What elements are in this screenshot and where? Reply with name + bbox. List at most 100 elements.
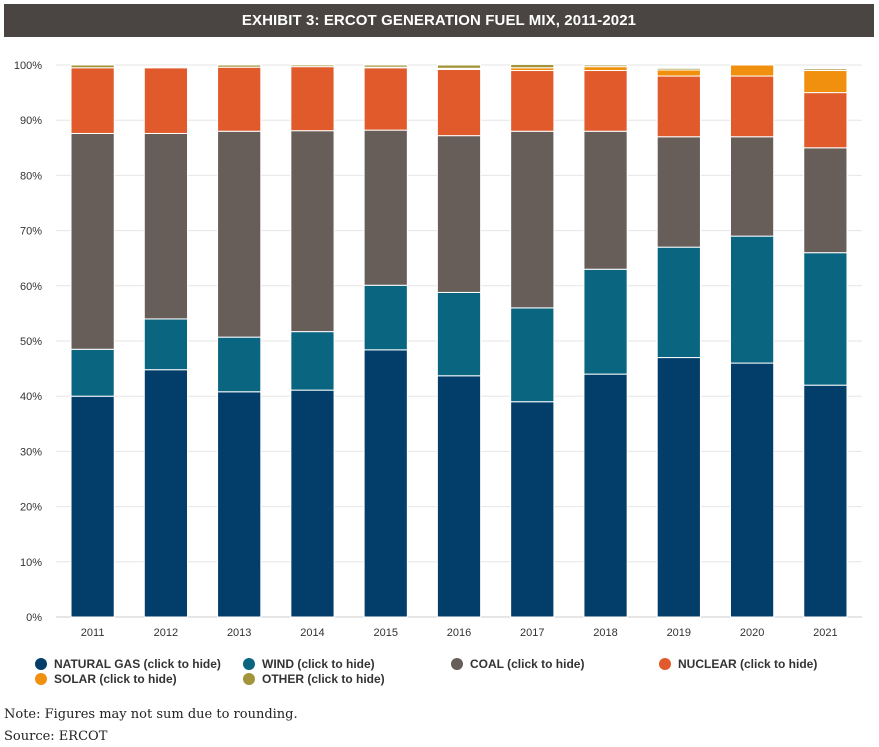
x-axis-ticks: 2011 2012 2013 2014 2015 2016 2017 2018 2019 2020… — [81, 627, 838, 639]
bar-segment-other-2015[interactable] — [363, 64, 408, 68]
bar-segment-nuclear-2012[interactable] — [143, 67, 189, 134]
natural-gas-dot-icon — [35, 658, 47, 670]
bar-segment-other-2016[interactable] — [436, 64, 482, 69]
y-tick-label: 80% — [20, 170, 42, 182]
stacked-bar-chart: 0%10%20%30%40%50%60%70%80%90%100% 2011 20… — [14, 60, 862, 639]
x-tick-label: 2019 — [667, 627, 691, 639]
source-note: Source: ERCOT — [4, 729, 108, 744]
bar-segment-nuclear-2021[interactable] — [803, 92, 848, 149]
bar-segment-coal-2018[interactable] — [583, 130, 628, 270]
bar-segment-natural-gas-2021[interactable] — [803, 384, 848, 618]
y-tick-label: 30% — [20, 446, 42, 458]
bar-segment-wind-2013[interactable] — [217, 336, 262, 393]
legend-label: NUCLEAR (click to hide) — [678, 657, 818, 671]
bar-segment-coal-2020[interactable] — [729, 136, 775, 237]
bar-segment-other-2019[interactable] — [656, 67, 701, 71]
bar-segment-nuclear-2019[interactable] — [656, 75, 701, 138]
bar-segment-natural-gas-2012[interactable] — [143, 369, 189, 618]
bar-segment-other-2018[interactable] — [583, 64, 628, 68]
bar-segment-wind-2021[interactable] — [803, 252, 848, 386]
bar-segment-wind-2014[interactable] — [290, 331, 335, 391]
legend-item-natural-gas[interactable]: NATURAL GAS (click to hide) — [35, 657, 221, 671]
bar-segment-nuclear-2018[interactable] — [583, 70, 628, 132]
bar-segment-nuclear-2013[interactable] — [217, 66, 262, 132]
legend-item-nuclear[interactable]: NUCLEAR (click to hide) — [659, 657, 817, 671]
y-tick-label: 70% — [20, 226, 42, 238]
bar-segment-coal-2011[interactable] — [70, 132, 115, 350]
legend-label: WIND (click to hide) — [262, 657, 375, 671]
coal-dot-icon — [451, 658, 463, 670]
bar-segment-natural-gas-2016[interactable] — [436, 375, 482, 618]
y-tick-label: 20% — [20, 502, 42, 514]
bar-segment-wind-2015[interactable] — [363, 284, 408, 351]
bar-segment-nuclear-2014[interactable] — [290, 66, 335, 132]
bar-segment-nuclear-2017[interactable] — [510, 70, 555, 132]
chart-title: EXHIBIT 3: ERCOT GENERATION FUEL MIX, 20… — [4, 4, 874, 37]
nuclear-dot-icon — [659, 658, 671, 670]
legend-item-other[interactable]: OTHER (click to hide) — [243, 672, 385, 686]
x-tick-label: 2015 — [373, 627, 397, 639]
bar-segment-coal-2015[interactable] — [363, 129, 408, 286]
legend: NATURAL GAS (click to hide) WIND (click … — [0, 650, 879, 690]
bar-segment-other-2017[interactable] — [510, 63, 555, 69]
bar-segment-coal-2014[interactable] — [290, 130, 335, 333]
bar-segment-coal-2013[interactable] — [217, 130, 262, 338]
bar-segment-wind-2019[interactable] — [656, 246, 701, 359]
x-tick-label: 2014 — [300, 627, 324, 639]
bar-segment-wind-2011[interactable] — [70, 348, 115, 397]
legend-label: NATURAL GAS (click to hide) — [54, 657, 221, 671]
legend-item-wind[interactable]: WIND (click to hide) — [243, 657, 375, 671]
x-tick-label: 2013 — [227, 627, 251, 639]
bar-segment-natural-gas-2013[interactable] — [217, 391, 262, 618]
bar-segment-wind-2017[interactable] — [510, 307, 555, 403]
bar-segment-other-2021[interactable] — [803, 68, 848, 72]
bar-segment-wind-2016[interactable] — [436, 291, 482, 377]
bar-segment-solar-2018[interactable] — [583, 66, 628, 72]
bar-segment-nuclear-2020[interactable] — [729, 75, 775, 138]
y-tick-label: 60% — [20, 281, 42, 293]
bar-segment-solar-2020[interactable] — [729, 64, 775, 77]
x-tick-label: 2021 — [813, 627, 837, 639]
bar-segment-coal-2017[interactable] — [510, 130, 555, 309]
bar-segment-wind-2012[interactable] — [143, 318, 189, 371]
bar-segment-nuclear-2011[interactable] — [70, 67, 115, 134]
bar-segment-other-2013[interactable] — [217, 64, 262, 68]
bar-segment-coal-2012[interactable] — [143, 132, 189, 320]
legend-label: OTHER (click to hide) — [262, 672, 385, 686]
x-tick-label: 2012 — [154, 627, 178, 639]
bar-segment-coal-2021[interactable] — [803, 147, 848, 254]
y-axis-ticks: 0% 10% 20% 30% 40% 50% 60% 70% 80% 90% 100% — [14, 60, 42, 624]
x-tick-label: 2017 — [520, 627, 544, 639]
solar-dot-icon — [35, 673, 47, 685]
x-tick-label: 2011 — [81, 627, 105, 639]
bar-segment-wind-2020[interactable] — [729, 235, 775, 364]
bar-segment-solar-2021[interactable] — [803, 70, 848, 94]
bar-segment-natural-gas-2011[interactable] — [70, 395, 115, 618]
bar-segment-wind-2018[interactable] — [583, 268, 628, 375]
bar-segment-natural-gas-2020[interactable] — [729, 362, 775, 618]
y-tick-label: 90% — [20, 115, 42, 127]
footnote: Note: Figures may not sum due to roundin… — [4, 707, 298, 722]
bar-segment-nuclear-2015[interactable] — [363, 67, 408, 131]
bar-segment-natural-gas-2014[interactable] — [290, 389, 335, 618]
bar-segment-natural-gas-2018[interactable] — [583, 373, 628, 618]
bar-segment-natural-gas-2015[interactable] — [363, 349, 408, 618]
legend-item-coal[interactable]: COAL (click to hide) — [451, 657, 584, 671]
wind-dot-icon — [243, 658, 255, 670]
legend-label: SOLAR (click to hide) — [54, 672, 177, 686]
bar-segment-other-2012[interactable] — [143, 66, 189, 69]
legend-item-solar[interactable]: SOLAR (click to hide) — [35, 672, 177, 686]
y-tick-label: 40% — [20, 391, 42, 403]
y-tick-label: 50% — [20, 336, 42, 348]
bar-segment-other-2011[interactable] — [70, 64, 115, 69]
bar-segment-coal-2019[interactable] — [656, 136, 701, 248]
bar-segment-coal-2016[interactable] — [436, 135, 482, 293]
x-tick-label: 2016 — [447, 627, 471, 639]
bar-segment-nuclear-2016[interactable] — [436, 68, 482, 137]
bar-segment-other-2014[interactable] — [290, 64, 335, 68]
y-tick-label: 10% — [20, 557, 42, 569]
bar-segment-natural-gas-2019[interactable] — [656, 357, 701, 618]
x-tick-label: 2018 — [593, 627, 617, 639]
bar-segment-natural-gas-2017[interactable] — [510, 401, 555, 618]
bar-segment-solar-2019[interactable] — [656, 69, 701, 77]
